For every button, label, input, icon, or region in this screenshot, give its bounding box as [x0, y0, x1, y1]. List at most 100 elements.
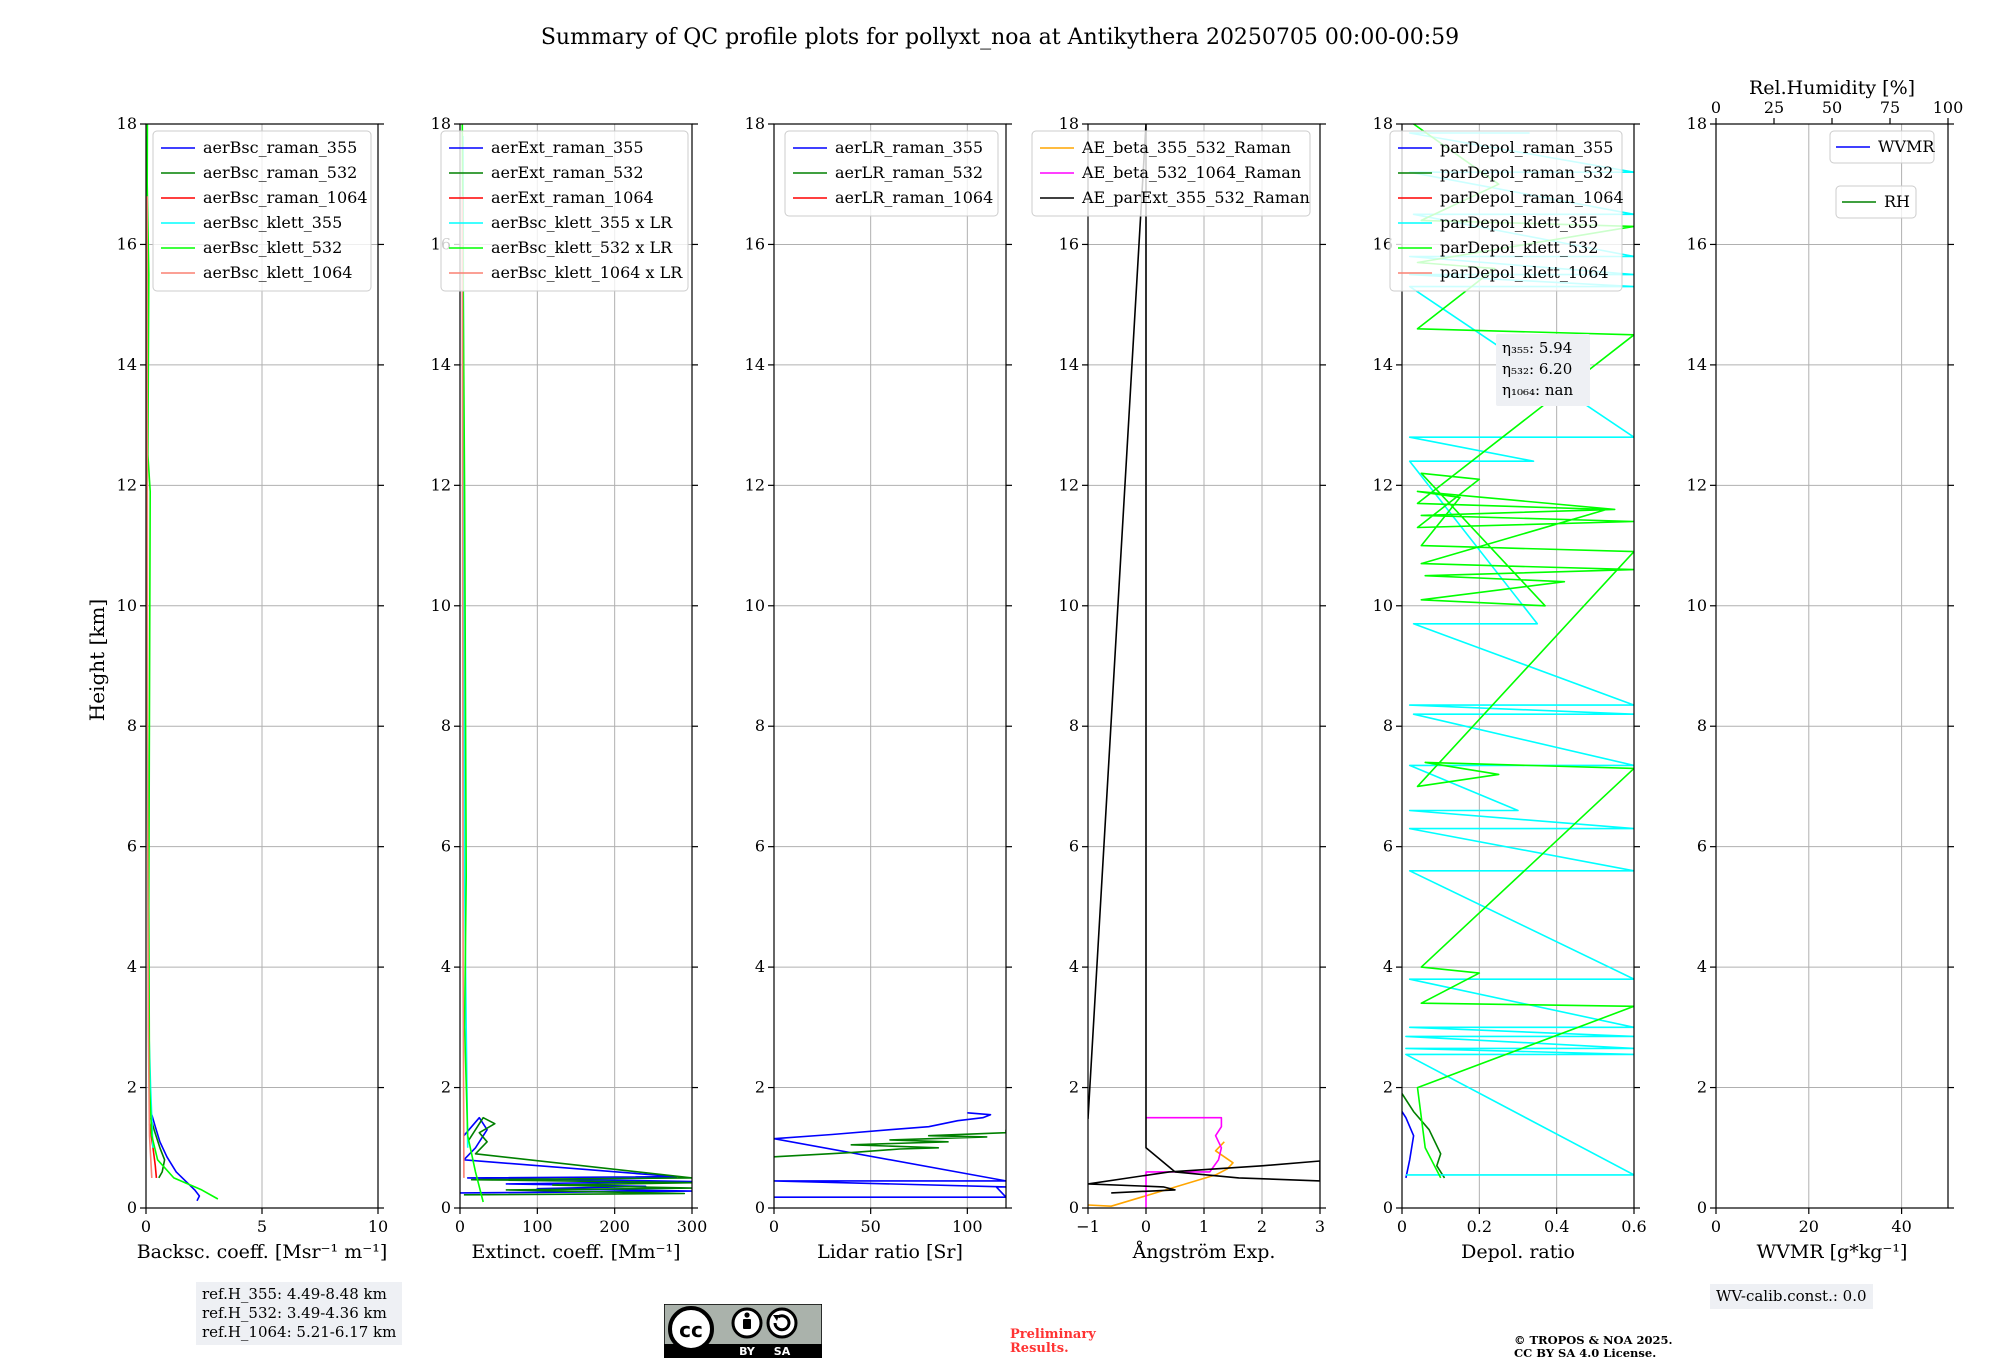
- refh-1064: ref.H_1064: 5.21-6.17 km: [202, 1323, 397, 1341]
- legend-label: aerBsc_klett_355 x LR: [491, 213, 673, 232]
- y-tick-label: 18: [431, 114, 451, 133]
- legend-label: WVMR: [1878, 137, 1935, 156]
- x-tick-label: 0.6: [1621, 1217, 1646, 1236]
- panel-2: 0246810121416180100200300Extinct. coeff.…: [431, 114, 708, 1263]
- y-tick-label: 0: [755, 1198, 765, 1217]
- y-tick-label: 4: [441, 957, 451, 976]
- series-line-2: [1145, 1116, 1223, 1208]
- wv-calibration-box: WV-calib.const.: 0.0: [1710, 1284, 1873, 1309]
- y-tick-label: 14: [1373, 355, 1393, 374]
- top-axis-label: Rel.Humidity [%]: [1749, 77, 1915, 99]
- y-tick-label: 8: [441, 716, 451, 735]
- x-axis-label: Backsc. coeff. [Msr⁻¹ m⁻¹]: [137, 1241, 388, 1263]
- panel-3: 0 2 4 6 8 10 12 14 16 18 0 50 100 Lidar ratio [Sr] aer…: [745, 114, 1012, 1263]
- x-tick-label: 3: [1315, 1217, 1325, 1236]
- legend: parDepol_raman_355 parDepol_raman_532 parD…: [1389, 130, 1624, 292]
- y-tick-label: 16: [1687, 234, 1707, 253]
- legend-label: aerBsc_raman_532: [203, 163, 357, 182]
- top-x-tick-label: 0: [1711, 98, 1721, 117]
- y-tick-label: 8: [1697, 716, 1707, 735]
- series-line-1: [1402, 1111, 1415, 1179]
- preliminary-results-note: Preliminary Results.: [1010, 1327, 1096, 1356]
- y-tick-label: 0: [1697, 1198, 1707, 1217]
- y-tick-label: 2: [1697, 1078, 1707, 1097]
- x-tick-label: 0: [1397, 1217, 1407, 1236]
- y-tick-label: 18: [117, 114, 137, 133]
- x-tick-label: 2: [1257, 1217, 1267, 1236]
- y-tick-label: 14: [1059, 355, 1079, 374]
- y-tick-label: 6: [1697, 837, 1707, 856]
- y-tick-label: 6: [1069, 837, 1079, 856]
- legend-label: parDepol_klett_355: [1440, 213, 1598, 232]
- y-tick-label: 14: [117, 355, 137, 374]
- x-tick-label: 0.2: [1467, 1217, 1492, 1236]
- x-tick-label: 300: [677, 1217, 708, 1236]
- y-tick-label: 12: [745, 475, 765, 494]
- x-tick-label: 40: [1891, 1217, 1911, 1236]
- y-tick-label: 10: [117, 596, 137, 615]
- y-tick-label: 10: [745, 596, 765, 615]
- eta-value: η₁₀₆₄: nan: [1502, 381, 1573, 399]
- series-line-2: [774, 1129, 1006, 1158]
- y-tick-label: 10: [1059, 596, 1079, 615]
- copyright-note: © TROPOS & NOA 2025. CC BY SA 4.0 Licens…: [1514, 1333, 1673, 1360]
- series-line-2: [463, 1116, 692, 1196]
- x-axis-label: Extinct. coeff. [Mm⁻¹]: [471, 1241, 680, 1263]
- legend-label: aerLR_raman_355: [835, 138, 983, 157]
- series-line-1: [151, 1114, 201, 1202]
- legend-label: AE_beta_355_532_Raman: [1081, 138, 1291, 157]
- x-tick-label: 100: [522, 1217, 553, 1236]
- y-tick-label: 12: [431, 475, 451, 494]
- y-tick-label: 18: [745, 114, 765, 133]
- top-x-tick-label: 50: [1822, 98, 1842, 117]
- series-line-6: [461, 196, 465, 1178]
- legend-label: aerBsc_klett_532: [203, 238, 342, 257]
- y-tick-label: 6: [441, 837, 451, 856]
- x-tick-label: 0: [141, 1217, 151, 1236]
- axes-frame: [1401, 123, 1635, 1209]
- y-tick-label: 2: [1383, 1078, 1393, 1097]
- legend: aerExt_raman_355 aerExt_raman_532 aerExt_r…: [440, 130, 689, 292]
- x-tick-label: 0.4: [1544, 1217, 1569, 1236]
- y-tick-label: 14: [1687, 355, 1707, 374]
- series-line-1: [1088, 1141, 1234, 1207]
- y-tick-label: 4: [1383, 957, 1393, 976]
- x-tick-label: 0: [1141, 1217, 1151, 1236]
- y-tick-label: 14: [431, 355, 451, 374]
- y-tick-label: 12: [1687, 475, 1707, 494]
- panel-5: 0 2 4 6 8 10 12 14 16 18 0 0.2 0.4 0.6 Depol. ratio par…: [1373, 114, 1647, 1263]
- refh-532: ref.H_532: 3.49-4.36 km: [202, 1304, 387, 1322]
- y-tick-label: 12: [1373, 475, 1393, 494]
- legend: aerBsc_raman_355 aerBsc_raman_532 aerBsc_r…: [152, 130, 372, 292]
- axes-frame: [773, 123, 1007, 1209]
- x-tick-label: −1: [1076, 1217, 1100, 1236]
- x-tick-label: 0: [455, 1217, 465, 1236]
- y-tick-label: 8: [1383, 716, 1393, 735]
- series-line-3: [1088, 124, 1320, 1194]
- y-tick-label: 18: [1373, 114, 1393, 133]
- series-line-5: [146, 124, 219, 1200]
- legend-rh: RH: [1835, 185, 1917, 219]
- y-tick-label: 10: [1687, 596, 1707, 615]
- series-line-2: [1402, 1093, 1446, 1179]
- legend-label: aerExt_raman_355: [491, 138, 644, 157]
- y-tick-label: 14: [745, 355, 765, 374]
- legend-label: aerLR_raman_532: [835, 163, 983, 182]
- y-tick-label: 10: [1373, 596, 1393, 615]
- figure-title: Summary of QC profile plots for pollyxt_…: [541, 25, 1459, 50]
- legend-label: RH: [1884, 192, 1910, 211]
- x-tick-label: 20: [1799, 1217, 1819, 1236]
- x-tick-label: 1: [1199, 1217, 1209, 1236]
- y-tick-label: 2: [1069, 1078, 1079, 1097]
- y-tick-label: 0: [1383, 1198, 1393, 1217]
- y-tick-label: 8: [755, 716, 765, 735]
- series-line-1: [460, 1116, 692, 1194]
- sa-icon: [766, 1307, 798, 1339]
- y-tick-label: 16: [1059, 234, 1079, 253]
- legend-label: aerBsc_klett_355: [203, 213, 342, 232]
- legend-label: parDepol_klett_1064: [1440, 263, 1609, 282]
- legend-label: aerBsc_klett_1064 x LR: [491, 263, 683, 282]
